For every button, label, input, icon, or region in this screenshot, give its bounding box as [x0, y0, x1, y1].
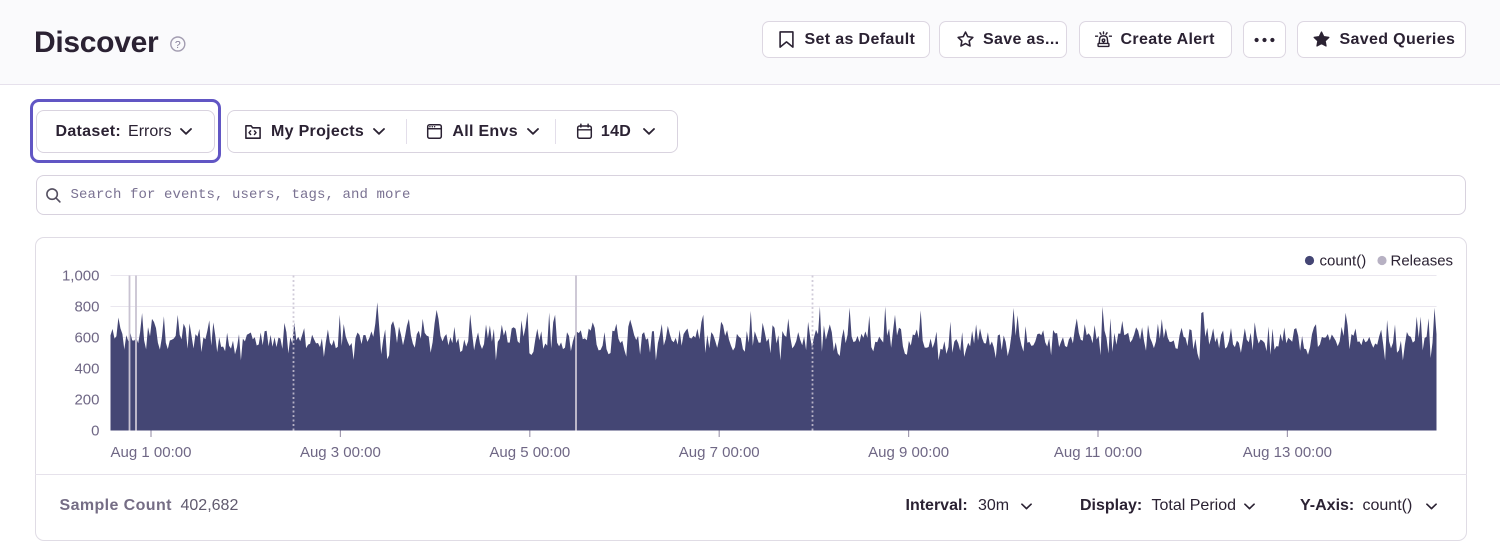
svg-text:Aug 7 00:00: Aug 7 00:00	[679, 444, 760, 461]
svg-text:count(): count()	[1320, 253, 1367, 270]
svg-text:1,000: 1,000	[62, 268, 100, 285]
svg-text:Aug 13 00:00: Aug 13 00:00	[1243, 444, 1332, 461]
svg-text:Releases: Releases	[1391, 253, 1454, 270]
svg-text:Aug 11 00:00: Aug 11 00:00	[1054, 444, 1142, 461]
svg-text:Aug 9 00:00: Aug 9 00:00	[868, 444, 949, 461]
svg-text:Aug 5 00:00: Aug 5 00:00	[489, 444, 570, 461]
svg-text:200: 200	[74, 392, 99, 409]
svg-text:Aug 3 00:00: Aug 3 00:00	[300, 444, 381, 461]
svg-text:?: ?	[175, 39, 181, 51]
svg-text:400: 400	[74, 361, 99, 378]
svg-text:600: 600	[74, 330, 99, 347]
svg-text:Aug 1 00:00: Aug 1 00:00	[111, 444, 192, 461]
svg-text:800: 800	[74, 299, 99, 316]
svg-text:0: 0	[91, 423, 99, 440]
